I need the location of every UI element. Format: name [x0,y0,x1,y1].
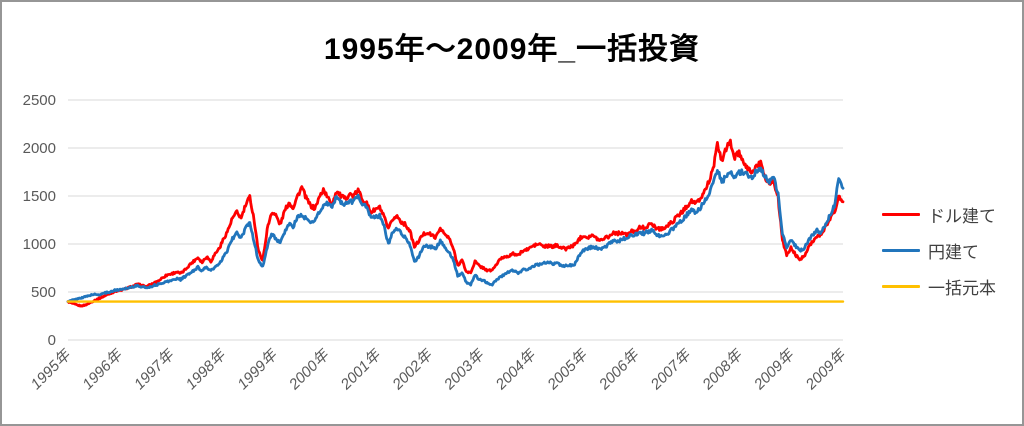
x-axis-tick-label: 2005年 [544,345,592,393]
legend-line-swatch-principal [882,285,920,288]
x-axis-tick-label: 2003年 [440,345,488,393]
legend-label-principal: 一括元本 [928,279,996,298]
x-axis-tick-label: 1997年 [131,345,179,393]
y-axis-tick-label: 500 [31,284,56,301]
y-axis-tick-label: 1000 [23,236,56,253]
x-axis-tick-label: 2009年 [802,345,850,393]
legend-item-usd: ドル建て [882,203,996,226]
legend: ドル建て 円建て 一括元本 [882,203,996,298]
legend-item-principal: 一括元本 [882,275,996,298]
x-axis-tick-label: 1998年 [183,345,231,393]
chart-title: 1995年～2009年_一括投資 [323,33,701,66]
legend-line-swatch-usd [882,213,920,216]
legend-item-jpy: 円建て [882,239,996,262]
x-axis-tick-label: 2007年 [647,345,695,393]
series-line-jpy [66,166,845,303]
x-axis-tick-label: 1999年 [234,345,282,393]
x-axis-tick-label: 2006年 [595,345,643,393]
y-axis-tick-label: 0 [48,332,56,349]
x-axis-tick-label: 1995年 [28,345,76,393]
x-axis-tick-label: 2004年 [492,345,540,393]
x-axis-tick-label: 2001年 [337,345,385,393]
x-axis-tick-label: 2000年 [285,345,333,393]
y-axis-tick-label: 1500 [23,188,56,205]
legend-line-swatch-jpy [882,249,920,252]
y-axis-tick-label: 2000 [23,140,56,157]
x-axis-tick-label: 2009年 [750,345,798,393]
x-axis-tick-label: 2002年 [389,345,437,393]
legend-label-jpy: 円建て [928,243,979,262]
series-line-usd [66,138,845,308]
x-axis-tick-label: 1996年 [79,345,127,393]
legend-label-usd: ドル建て [928,207,996,226]
y-axis-tick-label: 2500 [23,92,56,109]
x-axis-tick-label: 2008年 [699,345,747,393]
